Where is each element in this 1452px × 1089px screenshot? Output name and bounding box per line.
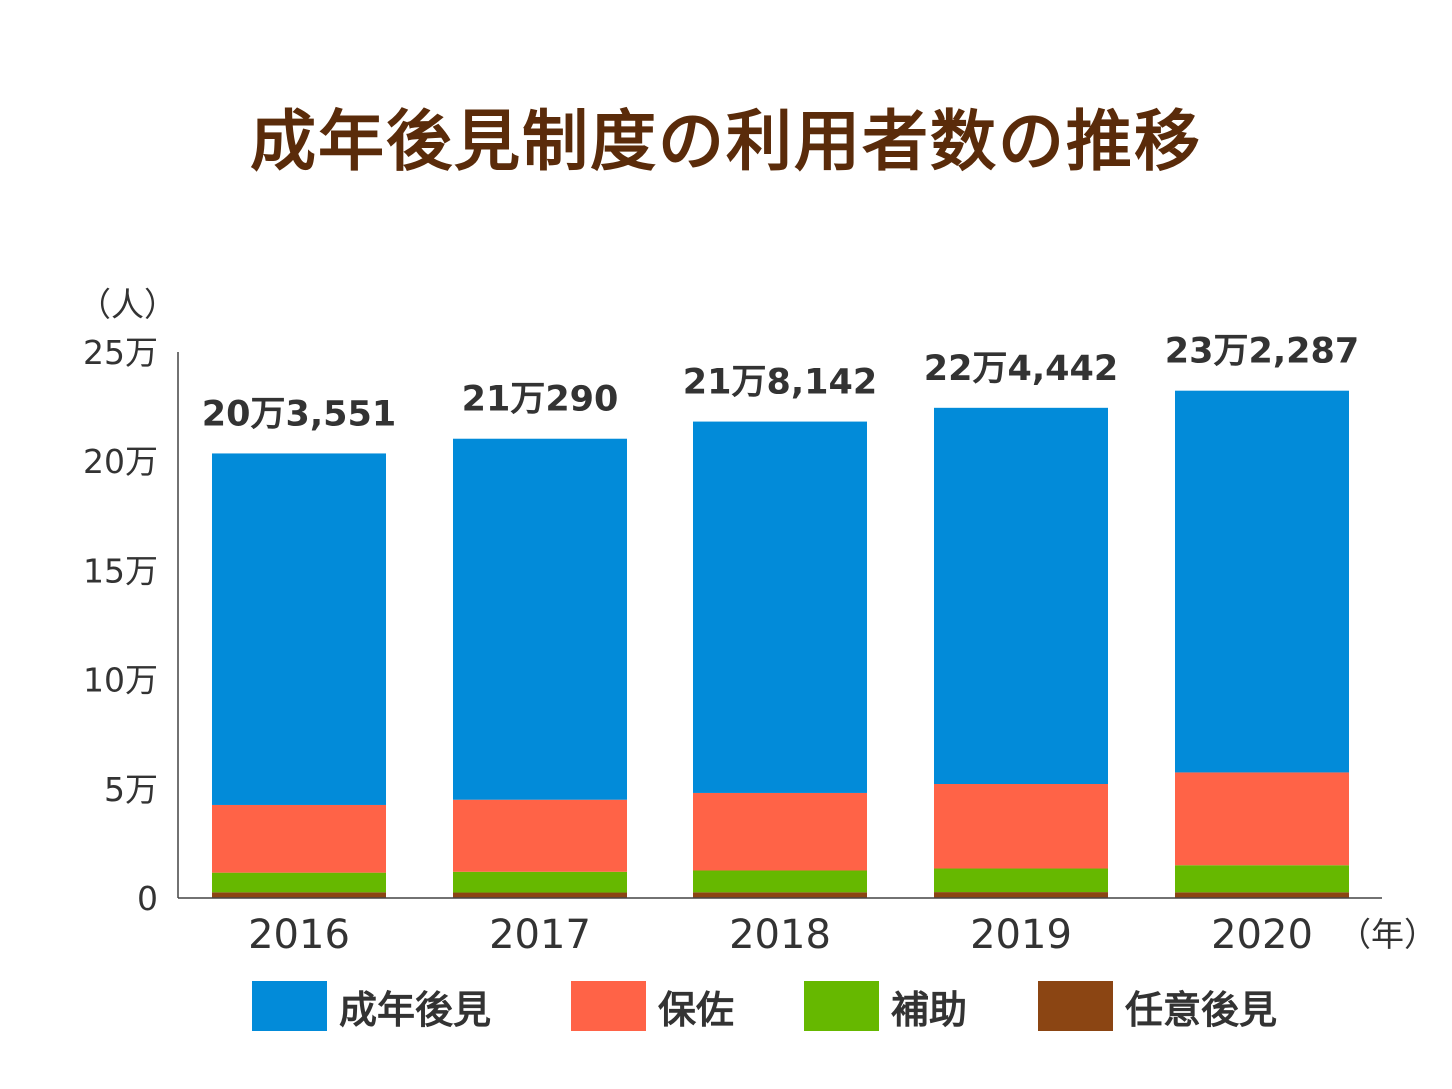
legend-label: 保佐 [658, 987, 735, 1032]
x-tick-label: 2020 [1211, 912, 1313, 958]
bar-segment [1175, 390, 1349, 773]
bar-segment [1175, 892, 1349, 898]
bar-segment [453, 892, 627, 898]
legend-swatch [804, 981, 879, 1031]
bar-segment [1175, 772, 1349, 866]
bar-segment [934, 783, 1108, 869]
x-tick-label: 2017 [489, 912, 591, 958]
x-tick-label: 2018 [729, 912, 831, 958]
total-label: 20万3,551 [202, 394, 396, 434]
bar-segment [934, 868, 1108, 893]
bar-segment [934, 407, 1108, 784]
legend-item: 補助 [804, 978, 967, 1034]
y-tick-label: 0 [137, 879, 158, 918]
y-axis: 0 5万 10万 15万 20万 25万 [83, 333, 179, 918]
legend-item: 任意後見 [1038, 978, 1277, 1034]
bar-segment [934, 892, 1108, 898]
bar-segment [453, 438, 627, 800]
legend-swatch [571, 981, 646, 1031]
x-tick-label: 2016 [248, 912, 350, 958]
bar-segment [453, 871, 627, 893]
legend-label: 成年後見 [339, 987, 492, 1032]
y-tick-label: 20万 [83, 442, 158, 481]
y-tick-label: 25万 [83, 333, 158, 372]
x-axis: 2016 2017 2018 2019 2020 [178, 897, 1382, 958]
total-label: 22万4,442 [924, 349, 1118, 389]
legend-item: 保佐 [571, 978, 734, 1034]
legend-label: 任意後見 [1125, 987, 1278, 1032]
bar-segment [693, 792, 867, 871]
bar-segment [212, 892, 386, 898]
x-unit-label: （年） [1338, 915, 1437, 954]
legend-swatch [252, 981, 327, 1031]
legend-label: 補助 [891, 987, 968, 1032]
bar-segment [693, 892, 867, 898]
total-labels: 20万3,551 21万290 21万8,142 22万4,442 23万2,287 [202, 332, 1359, 435]
bar-segment [212, 804, 386, 873]
bar-segment [693, 870, 867, 893]
bars [212, 390, 1349, 898]
y-tick-label: 15万 [83, 551, 158, 590]
total-label: 21万8,142 [683, 363, 877, 403]
legend-item: 成年後見 [252, 978, 491, 1034]
total-label: 21万290 [462, 380, 619, 420]
legend-swatch [1038, 981, 1113, 1031]
y-unit-label: （人） [78, 285, 177, 324]
chart-title: 成年後見制度の利用者数の推移 [250, 103, 1202, 180]
total-label: 23万2,287 [1165, 332, 1359, 372]
y-tick-label: 5万 [104, 770, 158, 809]
x-tick-label: 2019 [970, 912, 1072, 958]
y-tick-label: 10万 [83, 661, 158, 700]
bar-segment [1175, 865, 1349, 893]
bar-segment [693, 421, 867, 793]
legend: 成年後見 保佐 補助 任意後見 [0, 978, 1452, 1034]
bar-segment [453, 799, 627, 872]
bar-segment [212, 453, 386, 805]
bar-segment [212, 872, 386, 893]
